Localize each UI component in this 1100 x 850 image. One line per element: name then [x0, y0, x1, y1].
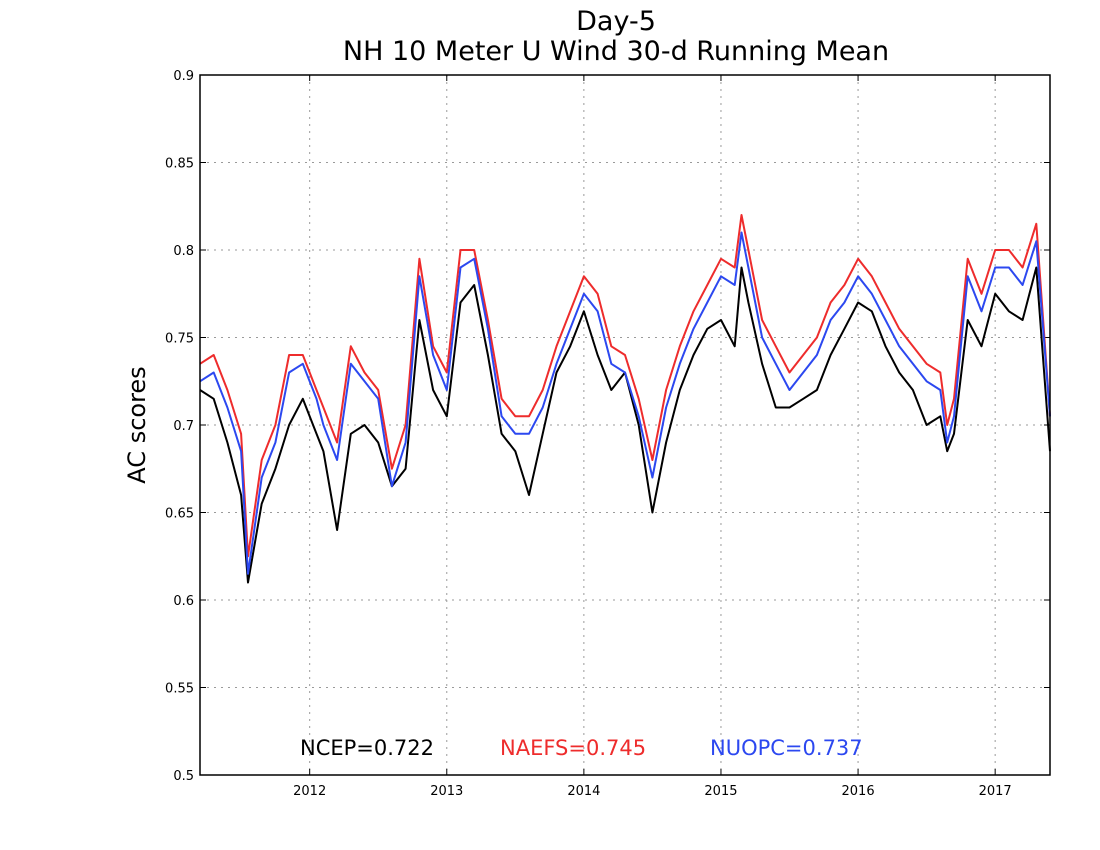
legend-item-nuopc: NUOPC=0.737 [710, 736, 863, 760]
y-tick-label: 0.8 [173, 244, 194, 259]
x-tick-label: 2013 [430, 784, 463, 799]
y-tick-label: 0.5 [173, 769, 194, 784]
legend: NCEP=0.722 NAEFS=0.745 NUOPC=0.737 [300, 736, 863, 760]
y-tick-label: 0.75 [165, 332, 194, 347]
x-tick-label: 2012 [293, 784, 326, 799]
grid [200, 75, 1050, 775]
plot-frame [199, 74, 1051, 776]
x-tick-label: 2014 [567, 784, 600, 799]
y-axis-label: AC scores [123, 366, 151, 483]
y-tick-label: 0.9 [173, 69, 194, 84]
y-tick-label: 0.6 [173, 594, 194, 609]
x-tick-label: 2015 [704, 784, 737, 799]
chart-subtitle: NH 10 Meter U Wind 30-d Running Mean [343, 36, 889, 67]
y-tick-label: 0.7 [173, 419, 194, 434]
y-tick-label: 0.55 [165, 682, 194, 697]
legend-item-ncep: NCEP=0.722 [300, 736, 434, 760]
legend-item-naefs: NAEFS=0.745 [500, 736, 646, 760]
y-tick-label: 0.85 [165, 157, 194, 172]
series-line-nuopc [199, 231, 1051, 575]
axes: 0.5 0.55 0.6 0.65 0.7 0.75 0.8 0.85 0.9 2012 2013 2… [165, 69, 1050, 799]
series-line-ncep [199, 266, 1051, 584]
chart-title: Day-5 [576, 6, 656, 37]
series-lines [199, 214, 1051, 584]
series-line-naefs [199, 214, 1051, 558]
x-tick-label: 2016 [842, 784, 875, 799]
y-tick-label: 0.65 [165, 507, 194, 522]
x-tick-label: 2017 [979, 784, 1012, 799]
